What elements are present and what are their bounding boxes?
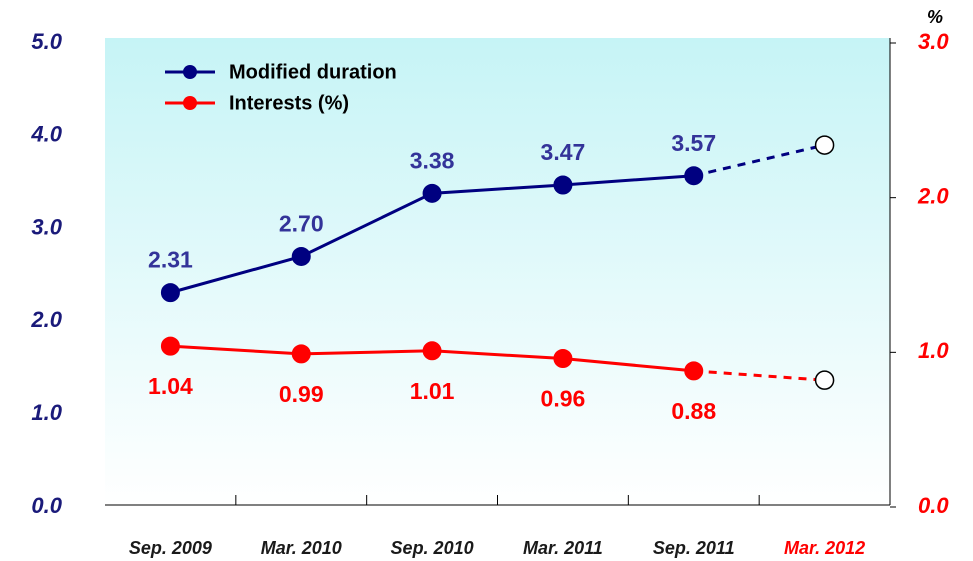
marker [814,370,835,390]
data-label: 0.96 [541,386,586,412]
plot-area [105,38,890,505]
y2-tick-label: 1.0 [918,338,949,363]
y-tick-label: 2.0 [30,307,62,332]
legend-label: Modified duration [229,61,397,83]
data-label: 2.31 [148,247,193,273]
marker [814,135,835,155]
marker [684,361,704,381]
x-tick-label: Mar. 2012 [784,538,865,558]
marker [684,166,704,186]
data-label: 2.70 [279,211,324,237]
x-tick-label: Mar. 2010 [261,538,342,558]
y-tick-label: 1.0 [31,400,62,425]
legend-label: Interests (%) [229,92,349,114]
y2-axis-label: % [927,7,943,27]
marker [553,349,573,369]
y2-tick-label: 2.0 [917,183,949,208]
data-label: 1.04 [148,373,193,399]
marker [422,183,442,203]
data-label: 0.88 [671,398,716,424]
legend-marker [183,65,197,79]
data-label: 3.47 [541,139,586,165]
y-tick-label: 0.0 [31,493,62,518]
marker [553,175,573,195]
data-label: 1.01 [410,378,455,404]
x-tick-label: Sep. 2009 [129,538,212,558]
marker [291,344,311,364]
marker [422,341,442,361]
x-tick-label: Mar. 2011 [523,538,603,558]
projected-line [693,369,825,382]
y-tick-label: 5.0 [31,29,62,54]
data-label: 3.38 [410,147,455,173]
x-tick-label: Sep. 2010 [391,538,474,558]
marker [291,246,311,266]
y2-tick-label: 3.0 [918,29,949,54]
legend-marker [183,96,197,110]
marker [160,283,180,303]
projected-line [693,143,825,178]
y-tick-label: 4.0 [30,122,62,147]
x-tick-label: Sep. 2011 [653,538,735,558]
y2-tick-label: 0.0 [918,493,949,518]
data-label: 0.99 [279,381,324,407]
y-tick-label: 3.0 [31,214,62,239]
data-label: 3.57 [671,130,716,156]
marker [160,336,180,356]
